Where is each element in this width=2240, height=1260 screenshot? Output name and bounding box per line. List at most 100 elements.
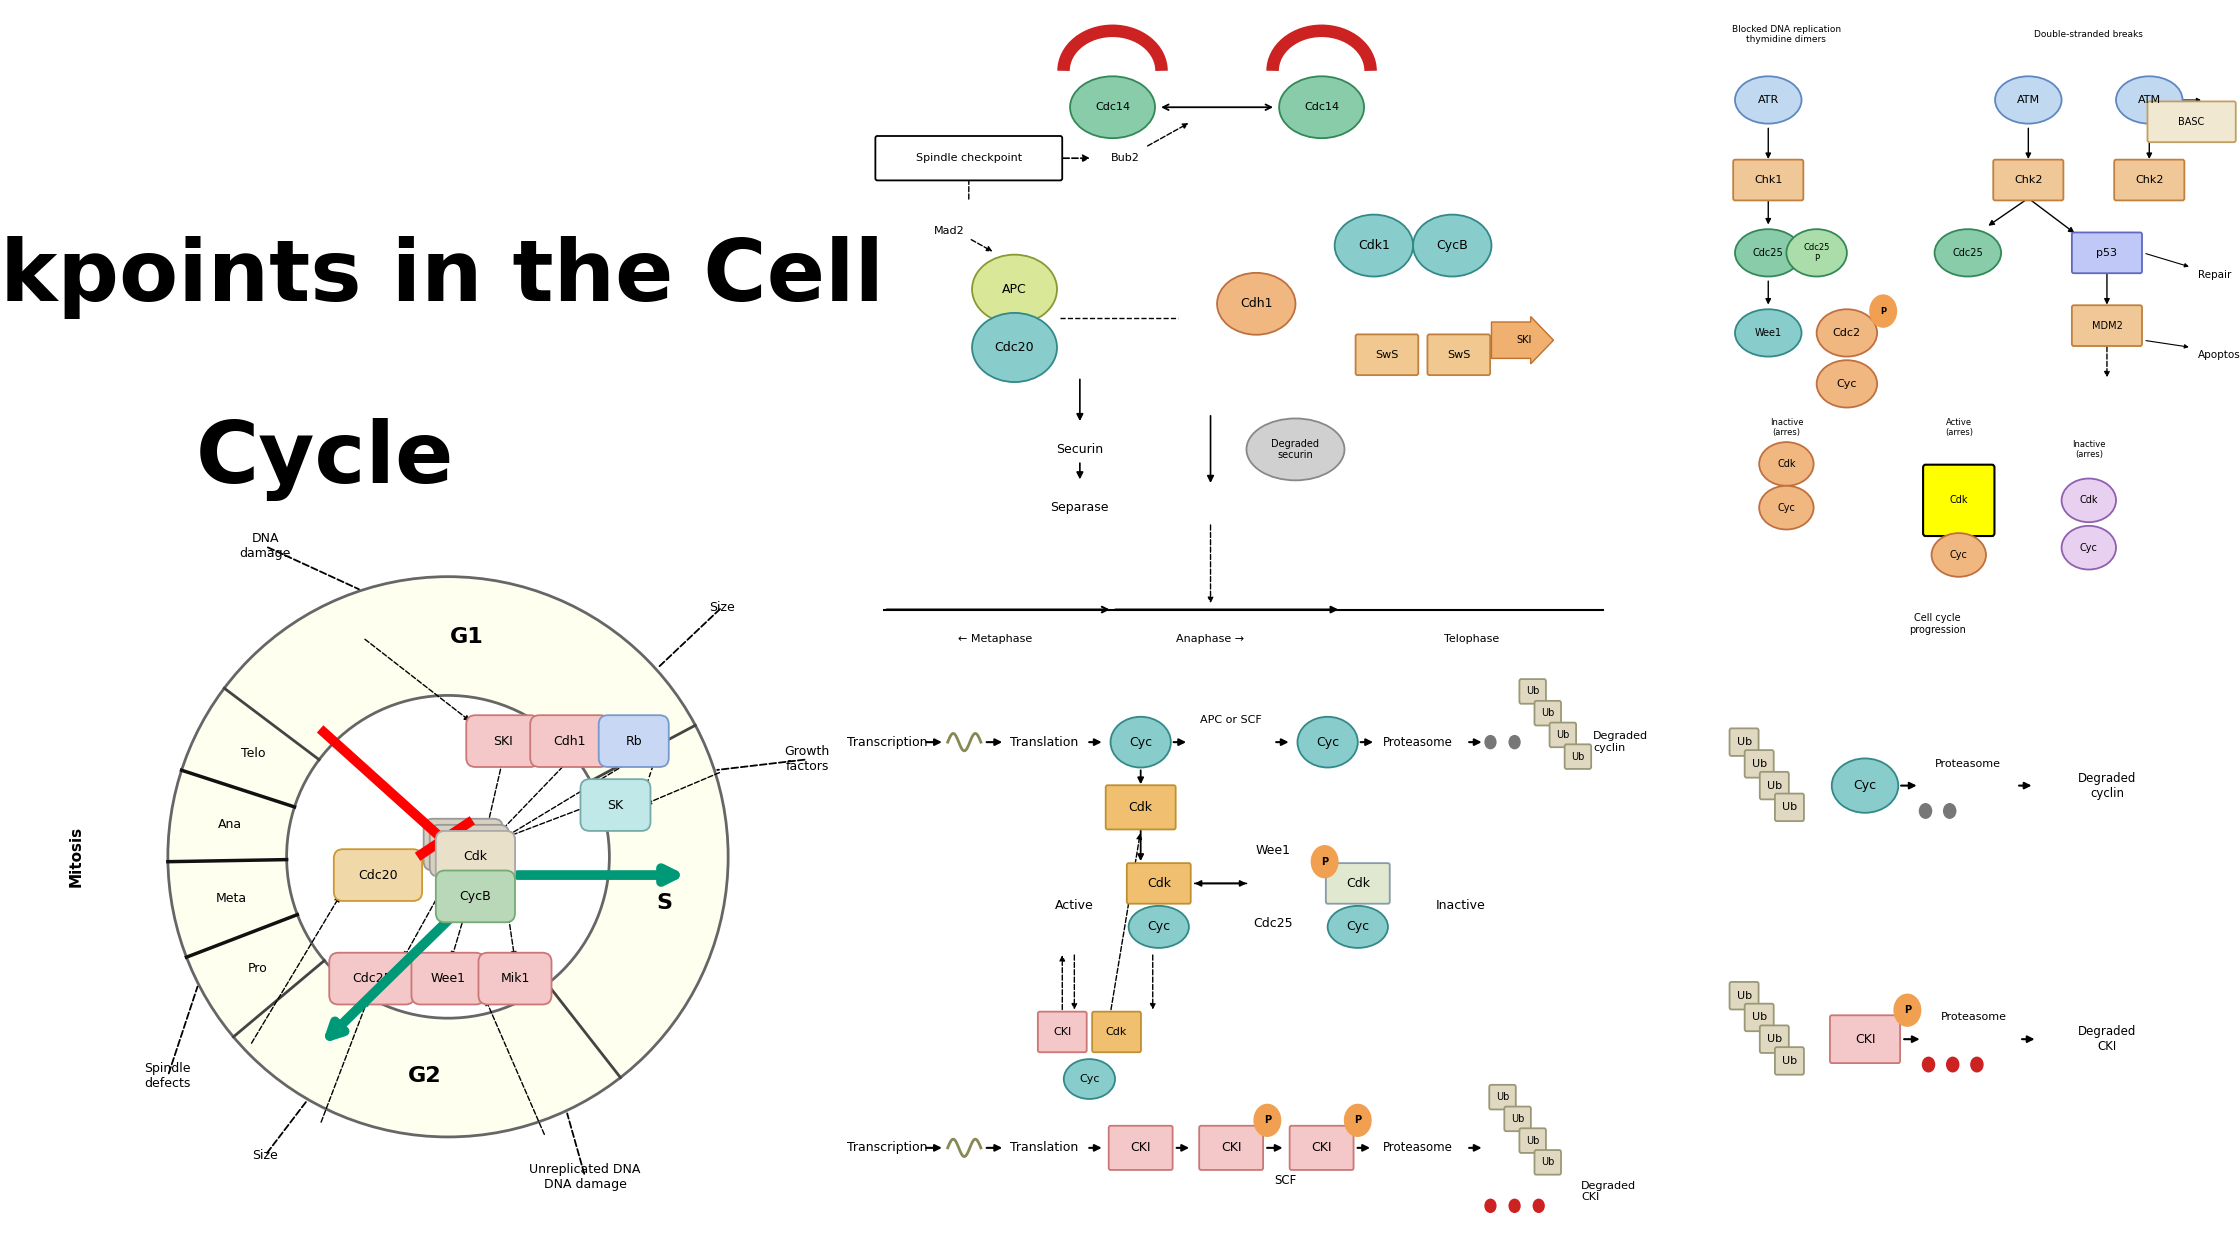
Text: Chk2: Chk2	[2135, 175, 2164, 185]
Ellipse shape	[1736, 229, 1801, 276]
FancyBboxPatch shape	[1519, 679, 1546, 704]
Text: Pro: Pro	[249, 963, 267, 975]
Text: Double-stranded breaks: Double-stranded breaks	[2034, 30, 2144, 39]
FancyBboxPatch shape	[1761, 772, 1790, 799]
Text: Anaphase →: Anaphase →	[1176, 634, 1245, 644]
Circle shape	[1254, 1104, 1281, 1137]
Text: Mitosis: Mitosis	[69, 827, 85, 887]
Text: CKI: CKI	[1855, 1033, 1875, 1046]
FancyBboxPatch shape	[1490, 1085, 1516, 1110]
Text: Cyc: Cyc	[2081, 543, 2097, 553]
Text: Cdh1: Cdh1	[553, 735, 587, 747]
FancyBboxPatch shape	[2072, 232, 2141, 273]
Ellipse shape	[1788, 229, 1846, 276]
Text: S: S	[656, 892, 672, 912]
Ellipse shape	[1328, 906, 1389, 948]
Text: Cdc20: Cdc20	[358, 868, 399, 882]
Text: Cdk: Cdk	[1147, 877, 1172, 890]
Circle shape	[1944, 804, 1956, 818]
FancyBboxPatch shape	[479, 953, 551, 1004]
FancyBboxPatch shape	[2148, 101, 2236, 142]
Text: Proteasome: Proteasome	[1382, 1142, 1454, 1154]
Text: Cdc25: Cdc25	[1953, 248, 1982, 258]
Text: Cdc14: Cdc14	[1095, 102, 1131, 112]
Text: MDM2: MDM2	[2092, 320, 2121, 330]
Text: Ub: Ub	[1781, 803, 1796, 813]
Text: Cdc25: Cdc25	[1754, 248, 1783, 258]
Text: Cdk: Cdk	[1107, 1027, 1127, 1037]
FancyBboxPatch shape	[1290, 1125, 1353, 1171]
Text: Active: Active	[1055, 898, 1093, 912]
Text: P: P	[1879, 306, 1886, 315]
Text: Proteasome: Proteasome	[1935, 759, 2000, 769]
Text: Cyc: Cyc	[1129, 736, 1151, 748]
FancyBboxPatch shape	[1326, 863, 1389, 903]
Circle shape	[1310, 845, 1337, 878]
Ellipse shape	[2061, 479, 2117, 522]
FancyBboxPatch shape	[1355, 334, 1418, 375]
Text: p53: p53	[2097, 248, 2117, 258]
Text: Transcription: Transcription	[847, 1142, 927, 1154]
Text: Mad2: Mad2	[934, 226, 965, 236]
Text: Rb: Rb	[625, 735, 643, 747]
Text: Ana: Ana	[217, 818, 242, 830]
FancyBboxPatch shape	[531, 716, 609, 767]
FancyBboxPatch shape	[1924, 465, 1994, 536]
Text: Ub: Ub	[1541, 708, 1555, 718]
FancyBboxPatch shape	[2115, 160, 2184, 200]
Text: Chk2: Chk2	[2014, 175, 2043, 185]
FancyArrow shape	[1492, 316, 1555, 364]
Text: ← Metaphase: ← Metaphase	[959, 634, 1033, 644]
Text: Cyc: Cyc	[1852, 779, 1877, 793]
Text: Net1: Net1	[1308, 55, 1335, 66]
FancyBboxPatch shape	[1519, 1128, 1546, 1153]
Text: Unreplicated DNA
DNA damage: Unreplicated DNA DNA damage	[529, 1163, 641, 1191]
Text: Cdc25: Cdc25	[1254, 917, 1292, 930]
Text: Cyc: Cyc	[1837, 379, 1857, 389]
Text: Size: Size	[253, 1149, 278, 1162]
Text: Ub: Ub	[1752, 1013, 1767, 1022]
FancyBboxPatch shape	[1566, 745, 1590, 769]
FancyBboxPatch shape	[437, 871, 515, 922]
Circle shape	[1485, 1200, 1496, 1212]
Text: Ub: Ub	[1781, 1056, 1796, 1066]
Text: Cdc25: Cdc25	[352, 973, 392, 985]
Text: Degraded
securin: Degraded securin	[1272, 438, 1319, 460]
Ellipse shape	[1931, 533, 1987, 577]
Circle shape	[287, 696, 609, 1018]
Text: Ub: Ub	[1541, 1158, 1555, 1167]
Text: Cdc14: Cdc14	[1304, 102, 1340, 112]
Text: APC or SCF: APC or SCF	[1201, 716, 1261, 726]
Ellipse shape	[1832, 759, 1897, 813]
Ellipse shape	[972, 312, 1057, 382]
Text: BASC: BASC	[2180, 117, 2204, 127]
Text: Ub: Ub	[1496, 1092, 1510, 1102]
Ellipse shape	[1111, 717, 1172, 767]
FancyBboxPatch shape	[1745, 750, 1774, 777]
Text: Cyc: Cyc	[1779, 503, 1794, 513]
Ellipse shape	[1335, 214, 1413, 276]
FancyBboxPatch shape	[1107, 785, 1176, 829]
Text: G2: G2	[408, 1066, 441, 1086]
Text: Cdk: Cdk	[2079, 495, 2099, 505]
Ellipse shape	[1758, 486, 1814, 529]
Text: SwS: SwS	[1447, 350, 1469, 360]
Circle shape	[168, 577, 728, 1137]
Circle shape	[1922, 1057, 1935, 1072]
FancyBboxPatch shape	[1761, 1026, 1790, 1053]
Text: Inactive
(arres): Inactive (arres)	[2072, 440, 2106, 459]
Text: Meta: Meta	[215, 892, 246, 906]
Text: Inactive
(arres): Inactive (arres)	[1770, 418, 1803, 437]
Text: Growth
factors: Growth factors	[784, 746, 831, 774]
FancyBboxPatch shape	[1534, 701, 1561, 726]
Text: Wee1: Wee1	[1257, 844, 1290, 857]
Text: Active
(arres): Active (arres)	[1944, 418, 1973, 437]
Text: Ub: Ub	[1525, 1135, 1539, 1145]
FancyBboxPatch shape	[430, 825, 508, 877]
Text: DNA
damage: DNA damage	[240, 532, 291, 561]
Text: Cycle: Cycle	[195, 418, 455, 501]
Text: SKI: SKI	[493, 735, 513, 747]
Text: Cdc20: Cdc20	[995, 341, 1035, 354]
Text: Cyc: Cyc	[1949, 549, 1967, 559]
Text: Degraded
cyclin: Degraded cyclin	[2079, 771, 2137, 800]
